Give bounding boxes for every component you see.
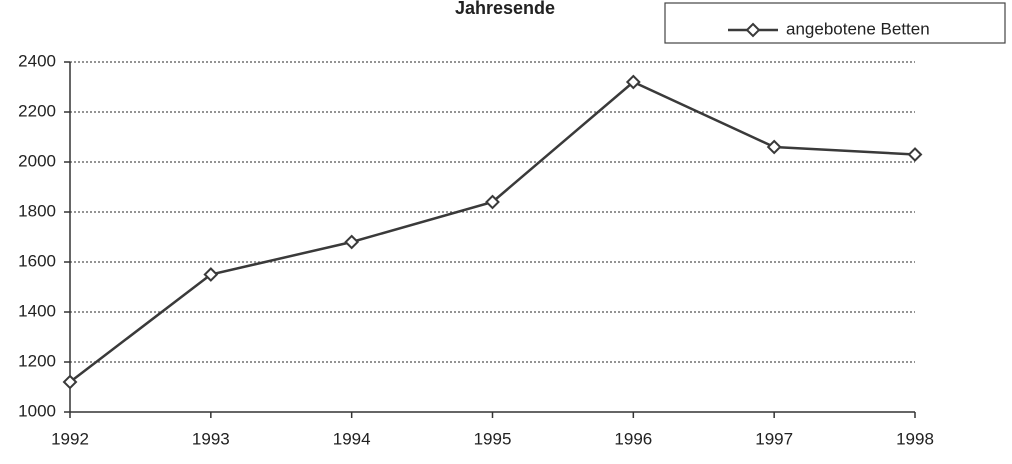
marker (485, 194, 500, 210)
y-tick-label: 2000 (18, 151, 56, 170)
y-tick-label: 1800 (18, 201, 56, 220)
y-tick-label: 2400 (18, 51, 56, 70)
x-tick-label: 1998 (896, 429, 934, 448)
legend-box (664, 2, 1006, 44)
x-tick-label: 1995 (474, 429, 512, 448)
y-tick-label: 1000 (18, 401, 56, 420)
marker (62, 374, 78, 390)
marker (344, 234, 360, 250)
x-tick-label: 1996 (614, 429, 652, 448)
y-tick-label: 1400 (18, 301, 56, 320)
legend-label: angebotene Betten (786, 19, 930, 38)
marker (625, 74, 641, 90)
y-tick-label: 1200 (18, 351, 56, 370)
x-tick-label: 1997 (755, 429, 793, 448)
marker (203, 267, 219, 282)
y-tick-label: 1600 (18, 251, 56, 270)
marker (907, 147, 923, 162)
chart-title: Jahresende (455, 0, 555, 18)
line (69, 80, 916, 383)
x-tick-label: 1994 (333, 429, 371, 448)
y-tick-label: 2200 (18, 101, 56, 120)
x-tick-label: 1993 (192, 429, 230, 448)
marker (766, 139, 782, 155)
marker (745, 22, 761, 38)
x-tick-label: 1992 (51, 429, 89, 448)
